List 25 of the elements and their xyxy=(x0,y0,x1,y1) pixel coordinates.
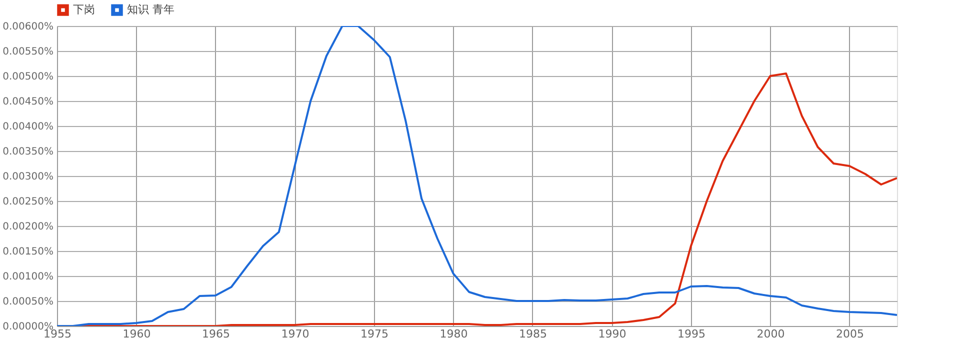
x-tick-label: 1985 xyxy=(518,328,547,340)
legend-label: 知识 青年 xyxy=(127,3,174,16)
x-tick-label: 1995 xyxy=(677,328,706,340)
x-tick-label: 1980 xyxy=(440,328,468,340)
y-tick-label: 0.00500% xyxy=(2,72,54,82)
x-tick-label: 1975 xyxy=(360,328,388,340)
y-tick-label: 0.00100% xyxy=(2,272,54,282)
legend-label: 下岗 xyxy=(73,3,95,16)
x-tick-label: 1990 xyxy=(598,328,626,340)
y-tick-label: 0.00050% xyxy=(2,296,54,308)
x-tick-label: 1965 xyxy=(202,328,230,340)
x-tick-label: 1960 xyxy=(122,328,151,340)
y-tick-label: 0.00350% xyxy=(2,146,54,158)
y-tick-label: 0.00450% xyxy=(2,96,54,108)
y-tick-label: 0.00600% xyxy=(2,22,54,32)
y-tick-label: 0.00250% xyxy=(2,196,54,208)
x-tick-label: 2005 xyxy=(836,328,864,340)
y-tick-label: 0.00200% xyxy=(2,222,54,232)
x-tick-label: 2000 xyxy=(756,328,785,340)
y-tick-label: 0.00150% xyxy=(2,246,54,258)
y-tick-label: 0.00400% xyxy=(2,122,54,132)
line-series xyxy=(57,26,897,326)
y-tick-label: 0.00300% xyxy=(2,172,54,182)
x-tick-label: 1970 xyxy=(281,328,310,340)
y-tick-label: 0.00550% xyxy=(2,46,54,58)
